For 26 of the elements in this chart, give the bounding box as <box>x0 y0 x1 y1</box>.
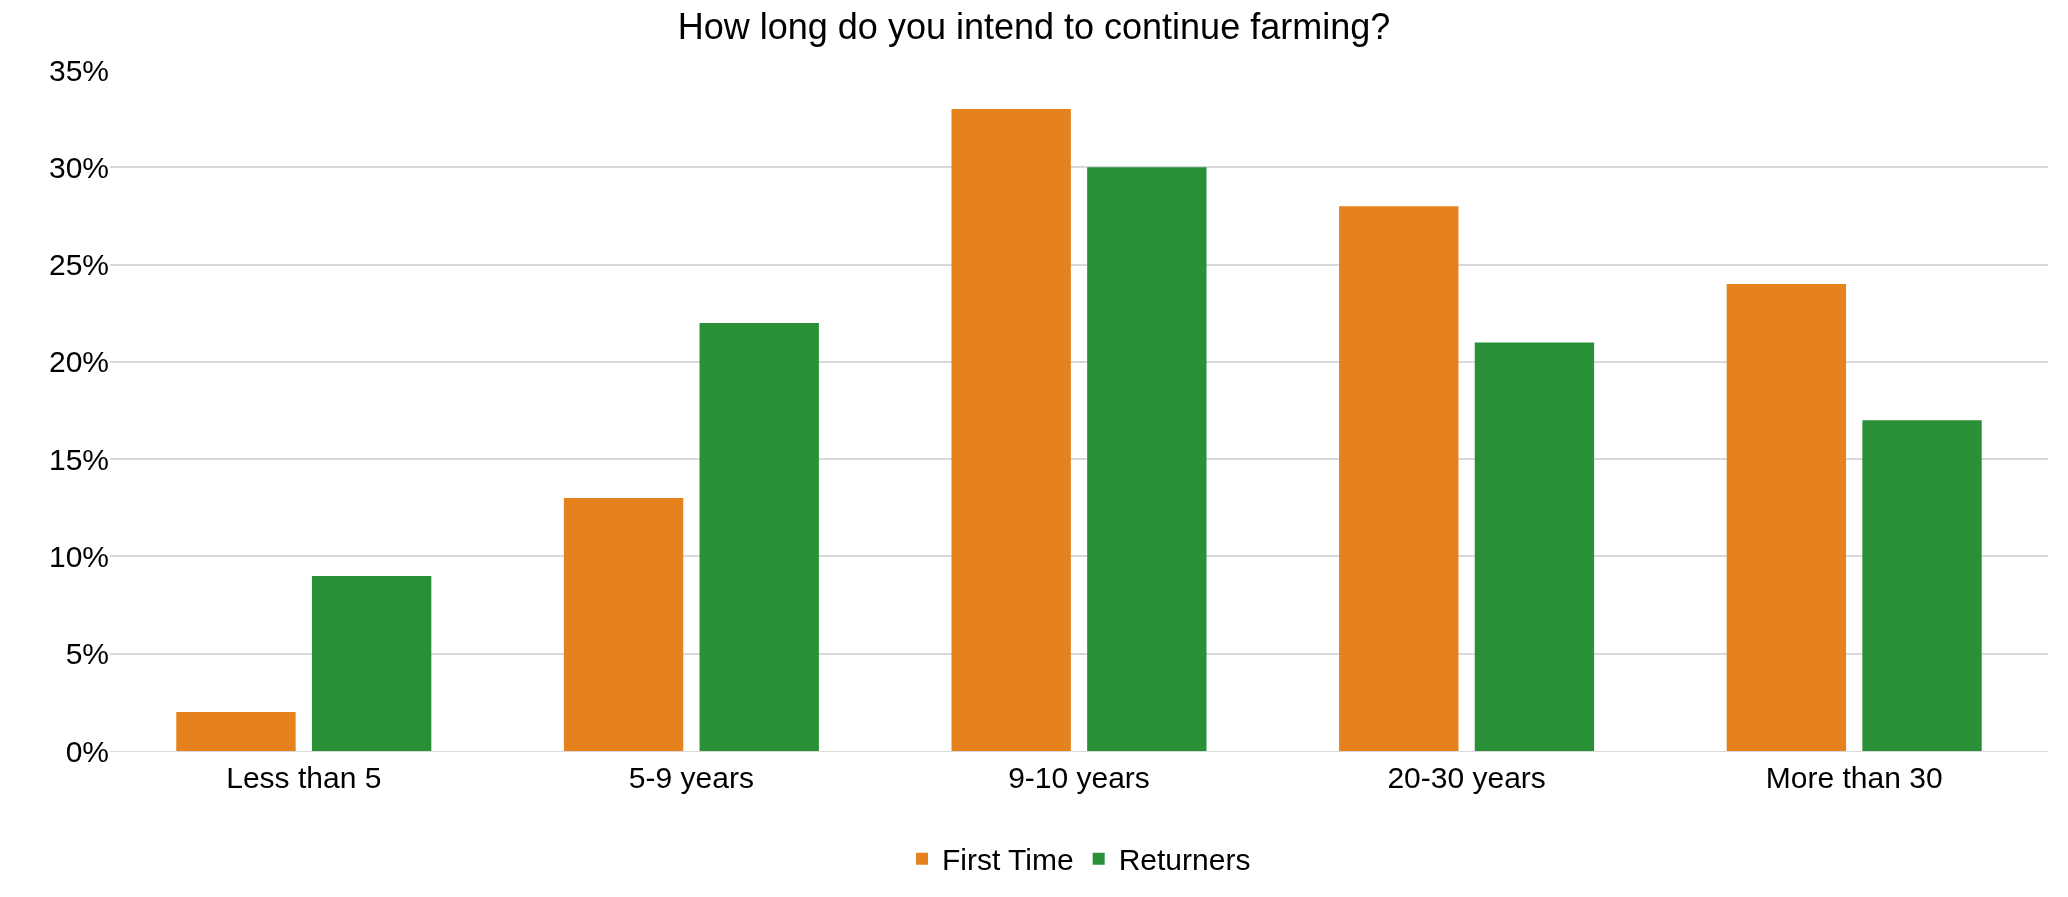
legend-label: Returners <box>1118 843 1251 877</box>
x-tick-label: Less than 5 <box>226 761 382 794</box>
y-tick-label: 15% <box>48 442 109 476</box>
y-tick-label: 20% <box>48 345 109 379</box>
x-tick-label: 20-30 years <box>1387 761 1546 794</box>
y-tick-label: 10% <box>48 539 109 573</box>
y-tick-label: 0% <box>65 734 109 768</box>
x-tick-label: 9-10 years <box>1008 761 1150 794</box>
bar <box>1087 167 1207 751</box>
y-tick-label: 30% <box>48 150 109 184</box>
bar <box>1862 420 1982 751</box>
bar <box>1339 206 1459 751</box>
bar <box>176 712 296 751</box>
bar <box>1726 284 1847 751</box>
bar <box>563 498 684 751</box>
y-tick-label: 5% <box>65 637 109 671</box>
y-tick-label: 35% <box>48 53 109 87</box>
y-tick-label: 25% <box>48 248 109 282</box>
bar <box>1474 342 1595 751</box>
bar <box>311 575 432 751</box>
chart-title: How long do you intend to continue farming? <box>677 5 1391 47</box>
bar <box>951 108 1071 751</box>
x-tick-label: 5-9 years <box>628 761 754 794</box>
legend-label: First Time <box>942 843 1074 877</box>
bar <box>699 322 819 751</box>
x-tick-label: More than 30 <box>1765 761 1943 794</box>
